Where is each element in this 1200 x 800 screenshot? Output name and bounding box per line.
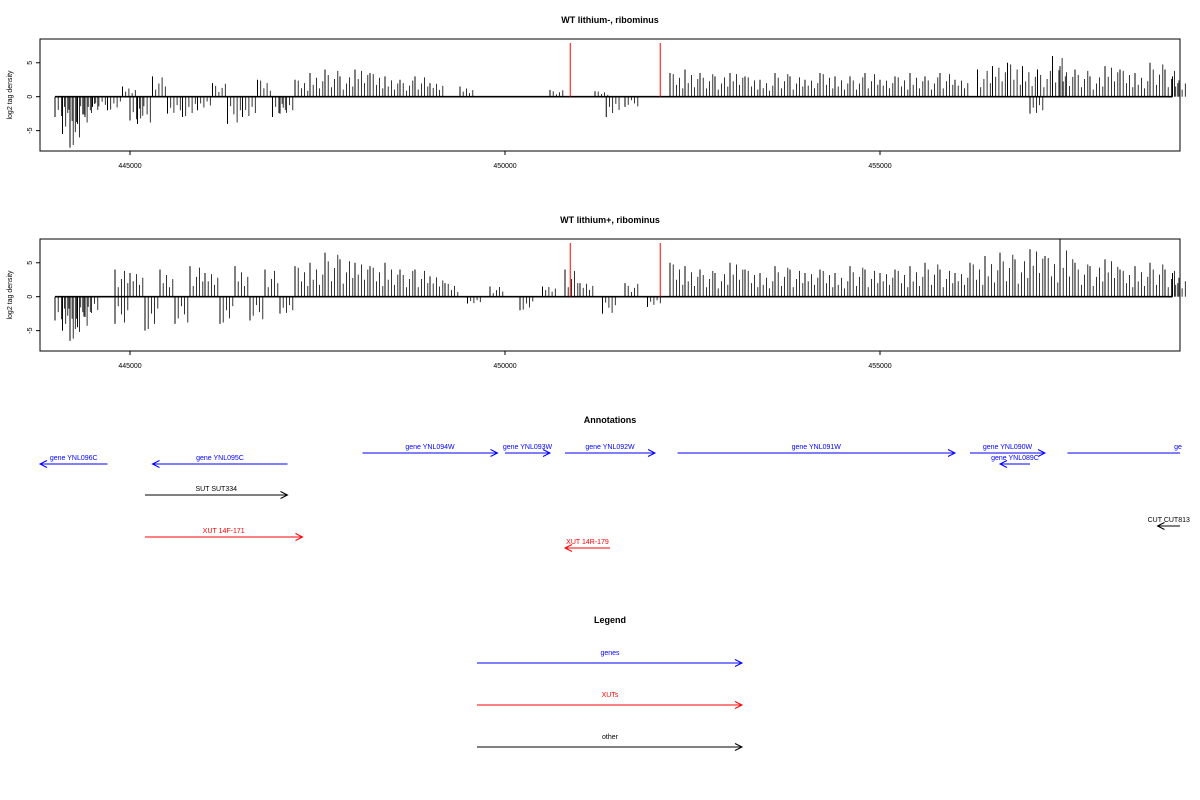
x-tick-label: 445000 — [118, 163, 141, 170]
y-axis: -5 0 5 — [27, 61, 40, 134]
legend-label: XUTs — [602, 692, 619, 699]
feature-label: SUT SUT334 — [196, 486, 238, 493]
marker-lines — [569, 43, 661, 97]
legend-arrowhead — [734, 659, 744, 667]
feature-label: ge — [1174, 444, 1182, 451]
x-axis: 445000 450000 455000 — [118, 151, 892, 170]
feature-label: gene YNL089C — [991, 455, 1039, 462]
annotations-panel: Annotations gene YNL096C gene YNL095Cgene… — [38, 415, 1190, 552]
legend-title: Legend — [594, 615, 626, 625]
panel-title: WT lithium+, ribominus — [560, 215, 660, 225]
x-tick-label: 450000 — [493, 363, 516, 370]
y-tick-label: 0 — [27, 95, 34, 99]
y-axis-label: log2 tag density — [7, 70, 14, 120]
marker-lines — [569, 243, 661, 297]
feature-label: gene YNL096C — [50, 455, 98, 462]
legend-arrowhead — [734, 701, 744, 709]
plot-frame — [39, 238, 1181, 352]
feature-arrowhead — [647, 449, 657, 457]
y-tick-label: 5 — [27, 61, 34, 65]
data-bars — [54, 55, 1186, 148]
x-tick-label: 455000 — [868, 363, 891, 370]
feature-label: gene YNL091W — [792, 444, 842, 451]
panel-title: WT lithium-, ribominus — [561, 15, 659, 25]
feature-arrowhead — [490, 449, 499, 457]
feature-label: gene YNL095C — [196, 455, 244, 462]
feature-label: XUT 14R-179 — [566, 539, 609, 546]
y-axis: -5 0 5 — [27, 261, 40, 334]
feature-label: XUT 14F-171 — [203, 528, 245, 535]
feature-arrowhead — [947, 449, 957, 457]
legend-label: genes — [600, 650, 620, 657]
feature-arrowhead — [542, 449, 552, 457]
legend-arrowhead — [734, 743, 744, 751]
feature-arrowhead — [563, 544, 573, 552]
y-axis-label: log2 tag density — [7, 270, 14, 320]
feature-label: CUT CUT813 — [1148, 517, 1190, 524]
feature-arrowhead — [1156, 522, 1165, 530]
x-axis: 445000 450000 455000 — [118, 351, 892, 370]
y-tick-label: 5 — [27, 261, 34, 265]
x-tick-label: 445000 — [118, 363, 141, 370]
feature-arrowhead — [151, 460, 160, 468]
feature-arrowhead — [280, 491, 289, 499]
y-tick-label: 0 — [27, 295, 34, 299]
y-tick-label: -5 — [27, 127, 34, 133]
feature-arrowhead — [38, 460, 48, 468]
feature-arrowhead — [1037, 449, 1047, 457]
feature-label: gene YNL090W — [983, 444, 1033, 451]
annotations-title: Annotations — [584, 415, 637, 425]
legend-items: genes XUTs other — [477, 650, 744, 751]
data-bars — [54, 239, 1186, 341]
legend-panel: Legend genes XUTs other — [477, 615, 744, 751]
x-tick-label: 450000 — [493, 163, 516, 170]
feature-arrowhead — [295, 533, 304, 541]
feature-label: gene YNL094W — [405, 444, 455, 451]
feature-arrowhead — [998, 460, 1008, 468]
track-panel-lithium-plus: WT lithium+, ribominus log2 tag density … — [7, 215, 1186, 370]
legend-label: other — [602, 734, 619, 741]
feature-label: gene YNL093W — [503, 444, 553, 451]
y-tick-label: -5 — [27, 327, 34, 333]
x-tick-label: 455000 — [868, 163, 891, 170]
feature-label: gene YNL092W — [585, 444, 635, 451]
track-panel-lithium-minus: WT lithium-, ribominus log2 tag density … — [7, 15, 1186, 170]
plot-frame — [39, 38, 1181, 152]
feature-arrows: gene YNL096C gene YNL095C gene YNL094W gene… — [38, 444, 1190, 552]
